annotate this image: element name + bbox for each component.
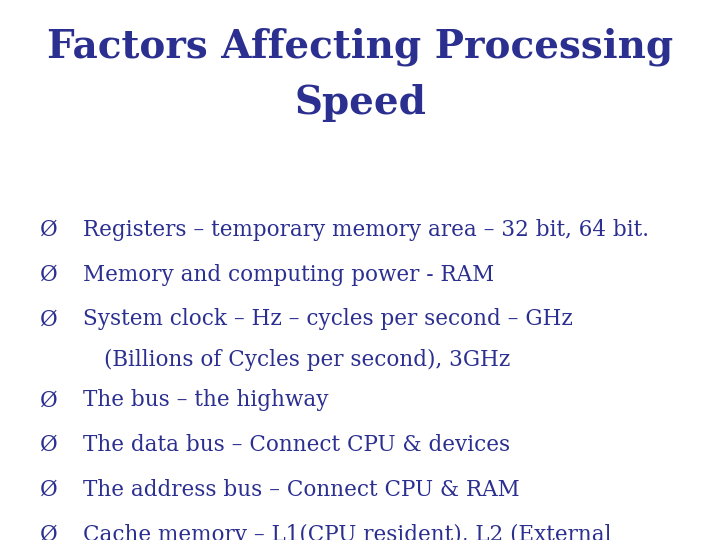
Text: Ø: Ø	[40, 524, 58, 540]
Text: Factors Affecting Processing: Factors Affecting Processing	[47, 27, 673, 65]
Text: Ø: Ø	[40, 389, 58, 411]
Text: The address bus – Connect CPU & RAM: The address bus – Connect CPU & RAM	[83, 479, 520, 501]
Text: (Billions of Cycles per second), 3GHz: (Billions of Cycles per second), 3GHz	[104, 349, 510, 371]
Text: The bus – the highway: The bus – the highway	[83, 389, 328, 411]
Text: Ø: Ø	[40, 434, 58, 456]
Text: Ø: Ø	[40, 264, 58, 286]
Text: Memory and computing power - RAM: Memory and computing power - RAM	[83, 264, 494, 286]
Text: Ø: Ø	[40, 479, 58, 501]
Text: Cache memory – L1(CPU resident), L2 (External: Cache memory – L1(CPU resident), L2 (Ext…	[83, 524, 611, 540]
Text: System clock – Hz – cycles per second – GHz: System clock – Hz – cycles per second – …	[83, 308, 572, 330]
Text: Ø: Ø	[40, 308, 58, 330]
Text: The data bus – Connect CPU & devices: The data bus – Connect CPU & devices	[83, 434, 510, 456]
Text: Registers – temporary memory area – 32 bit, 64 bit.: Registers – temporary memory area – 32 b…	[83, 219, 649, 241]
Text: Speed: Speed	[294, 84, 426, 122]
Text: Ø: Ø	[40, 219, 58, 241]
